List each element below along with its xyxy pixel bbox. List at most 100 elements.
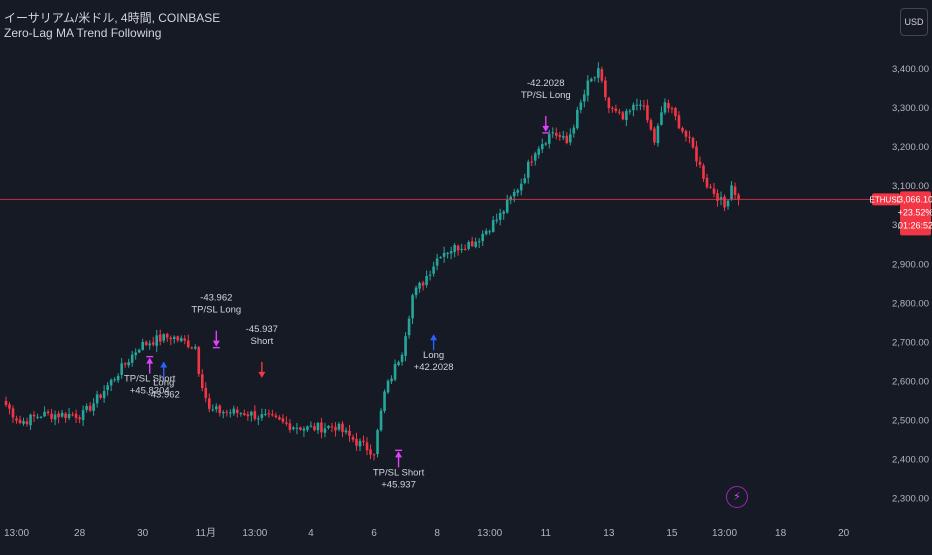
x-tick-label: 28	[74, 528, 86, 539]
candle-body	[330, 426, 334, 428]
candle-body	[576, 109, 579, 129]
x-tick-label: 13:00	[4, 528, 29, 539]
candle-body	[674, 108, 677, 117]
indicator-title[interactable]: Zero-Lag MA Trend Following	[4, 26, 162, 40]
candle-body	[67, 414, 71, 418]
candle-body	[60, 412, 64, 417]
y-tick-label: 2,400.00	[892, 455, 929, 466]
candle-body	[554, 132, 558, 136]
candle-body	[229, 412, 232, 414]
candle-body	[730, 185, 733, 200]
price-tag-bg	[900, 191, 931, 236]
candle-body	[316, 422, 320, 431]
symbol-tag-bg	[872, 193, 900, 206]
candle-body	[239, 413, 243, 415]
candle-body	[470, 241, 474, 247]
price-tag-change: +23.52%	[898, 207, 932, 217]
candle-body	[320, 422, 323, 433]
last-price-tag: 3,066.10 +23.52% 01:26:52	[898, 191, 932, 236]
candle-body	[218, 405, 222, 414]
x-tick-label: 13	[603, 528, 615, 539]
candle-body	[351, 437, 355, 440]
candle-body	[590, 78, 593, 82]
candle-body	[134, 352, 137, 356]
candle-body	[425, 276, 428, 285]
candle-body	[481, 233, 484, 242]
candle-body	[600, 69, 604, 81]
signal-label: Short	[251, 336, 274, 347]
candle-body	[369, 449, 372, 455]
candle-body	[253, 411, 257, 419]
signal-label: -43.962	[148, 390, 180, 401]
signal-label: Long	[423, 350, 444, 361]
chart-legend: イーサリアム/米ドル, 4時間, COINBASE Zero-Lag MA Tr…	[4, 11, 220, 41]
y-tick-label: 3,100.00	[892, 181, 929, 192]
candle-body	[57, 413, 60, 418]
candle-body	[162, 334, 166, 341]
candle-body	[449, 251, 453, 254]
candle-body	[516, 190, 520, 193]
candle-body	[106, 385, 109, 391]
candle-body	[292, 427, 295, 430]
signal-long: Long-43.962	[148, 361, 180, 401]
candle-body	[656, 125, 660, 144]
candle-body	[442, 252, 446, 257]
lightning-bolt-icon[interactable]: ⚡	[726, 486, 748, 508]
candle-body	[614, 108, 618, 112]
candle-body	[649, 120, 653, 130]
x-tick-label: 6	[371, 528, 377, 539]
signal-label: -43.962	[200, 293, 232, 304]
candle-body	[684, 130, 688, 137]
price-tag-countdown: 01:26:52	[898, 220, 932, 230]
candle-body	[348, 430, 351, 436]
signal-label: TP/SL Long	[521, 90, 571, 101]
candle-body	[439, 256, 442, 258]
candle-body	[565, 135, 569, 143]
candle-body	[646, 105, 649, 121]
candle-body	[414, 287, 418, 296]
x-tick-label: 13:00	[242, 528, 267, 539]
symbol-title[interactable]: イーサリアム/米ドル, 4時間, COINBASE	[4, 11, 221, 25]
signal-arrow-head	[212, 340, 220, 347]
candle-body	[22, 421, 25, 424]
candle-body	[130, 354, 134, 363]
candle-body	[141, 342, 144, 350]
candle-body	[460, 248, 463, 250]
candle-body	[200, 374, 204, 388]
candle-body	[309, 425, 313, 427]
signal-arrow-head	[430, 334, 438, 341]
candle-body	[428, 274, 432, 276]
candle-body	[365, 442, 369, 451]
candles	[4, 62, 740, 461]
candle-body	[653, 128, 656, 143]
candle-body	[621, 112, 625, 120]
candle-body	[172, 336, 176, 339]
x-axis: 13:00 28 30 11月 13:00 4 6 8 13:00 11 13 15 13:00 18 20	[4, 527, 850, 539]
candle-body	[639, 104, 642, 106]
candle-body	[709, 186, 712, 188]
candle-body	[540, 144, 544, 150]
candle-body	[635, 104, 639, 106]
currency-button[interactable]: USD	[900, 8, 928, 36]
x-tick-label: 4	[308, 528, 314, 539]
signal-long: Long+42.2028	[414, 334, 454, 373]
candle-body	[8, 404, 11, 409]
candle-body	[278, 417, 281, 420]
candle-body	[109, 379, 113, 386]
candle-body	[264, 414, 267, 416]
price-tag-value: 3,066.10	[898, 194, 932, 204]
candle-body	[148, 343, 152, 346]
candle-body	[569, 134, 572, 143]
candle-body	[165, 333, 169, 338]
candle-body	[537, 148, 541, 155]
candle-body	[64, 413, 67, 419]
candle-body	[176, 336, 180, 341]
candle-body	[50, 413, 53, 419]
candle-body	[677, 115, 681, 129]
candle-body	[306, 426, 309, 430]
candle-body	[313, 426, 316, 431]
y-tick-label: 2,800.00	[892, 298, 929, 309]
candle-body	[120, 363, 123, 375]
